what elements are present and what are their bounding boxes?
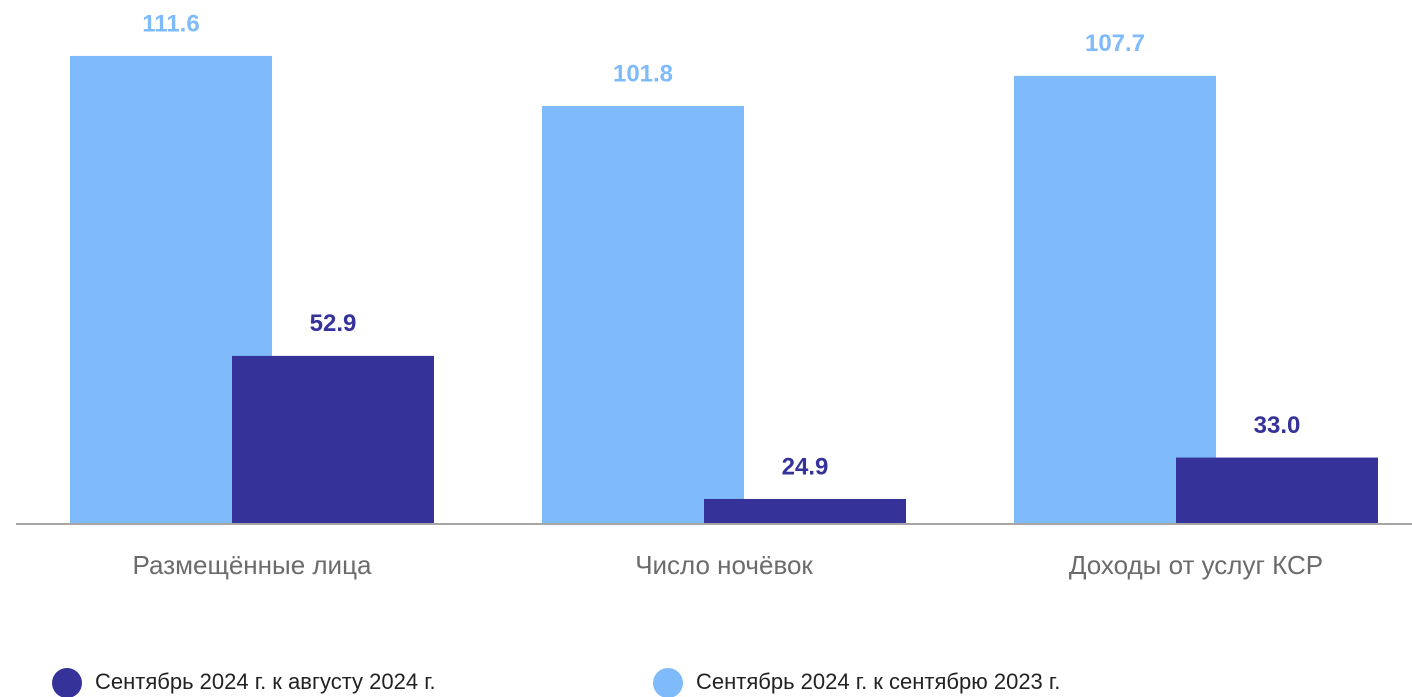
data-label: 101.8 [613, 60, 673, 87]
data-label: 24.9 [782, 453, 829, 480]
bar [1014, 75, 1216, 524]
data-label: 107.7 [1085, 30, 1145, 57]
bar [232, 355, 434, 524]
legend-swatch [653, 668, 683, 697]
x-tick-label: Размещённые лица [133, 550, 372, 580]
data-label: 52.9 [310, 310, 357, 337]
x-tick-label: Число ночёвок [635, 550, 813, 580]
bar [1176, 457, 1378, 524]
data-label: 111.6 [142, 10, 199, 37]
x-tick-label: Доходы от услуг КСР [1069, 550, 1323, 580]
legend-label: Сентябрь 2024 г. к сентябрю 2023 г. [696, 669, 1060, 694]
bar [542, 106, 744, 524]
legend-label: Сентябрь 2024 г. к августу 2024 г. [95, 669, 436, 694]
legend-swatch [52, 668, 82, 697]
bar [704, 498, 906, 524]
data-label: 33.0 [1254, 412, 1301, 439]
